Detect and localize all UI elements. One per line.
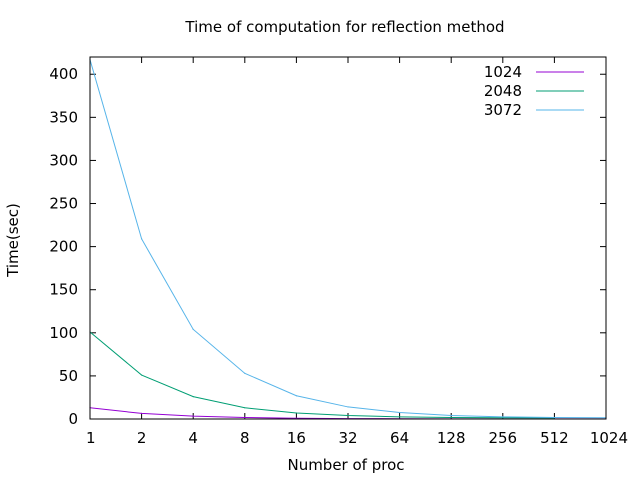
data-point-3072	[295, 395, 297, 397]
x-tick-label: 1024	[590, 429, 628, 447]
x-axis-title: Number of proc	[287, 456, 404, 474]
data-point-2048	[450, 416, 452, 419]
x-tick-label: 256	[488, 429, 517, 447]
y-tick-label: 150	[49, 281, 78, 299]
data-point-3072	[553, 416, 556, 419]
data-point-2048	[244, 407, 246, 409]
y-tick-label: 350	[49, 108, 78, 126]
y-tick-label: 200	[49, 238, 78, 256]
series-line-2048	[89, 331, 555, 419]
data-point-3072	[347, 406, 349, 408]
y-axis-title: Time(sec)	[4, 203, 22, 278]
x-tick-label: 128	[437, 429, 466, 447]
y-tick-label: 100	[49, 324, 78, 342]
x-tick-label: 1	[86, 429, 96, 447]
data-point-2048	[141, 374, 143, 376]
y-tick-label: 400	[49, 65, 78, 83]
y-tick-label: 250	[49, 195, 78, 213]
data-point-2048	[192, 395, 194, 398]
x-tick-label: 2	[137, 429, 147, 447]
series-line-3072	[89, 59, 607, 419]
data-point-2048	[502, 417, 504, 419]
data-point-2048	[295, 412, 297, 414]
data-point-3072	[502, 416, 504, 418]
data-point-2048	[399, 416, 401, 418]
series-2048	[89, 331, 556, 419]
x-tick-label: 32	[338, 429, 357, 447]
legend-entry-2048: 2048	[484, 82, 584, 100]
data-point-1024	[192, 415, 194, 417]
x-tick-label: 8	[240, 429, 250, 447]
data-point-3072	[244, 372, 246, 374]
data-point-3072	[192, 328, 194, 330]
plot-area-border	[89, 56, 607, 420]
data-point-3072	[399, 411, 401, 414]
y-tick-label: 0	[68, 410, 78, 428]
axis-ticks: 0 50 100 150 200 250 300 350 400 1 2 4 8 16 32 64 128 256…	[49, 57, 628, 447]
data-point-3072	[450, 414, 452, 417]
x-tick-label: 64	[390, 429, 409, 447]
x-tick-label: 16	[287, 429, 306, 447]
data-point-3072	[141, 238, 143, 240]
y-tick-label: 300	[49, 151, 78, 169]
legend-label: 3072	[484, 101, 522, 119]
legend-label: 2048	[484, 82, 522, 100]
data-point-2048	[347, 414, 349, 417]
legend-label: 1024	[484, 63, 522, 81]
series-3072	[89, 58, 607, 419]
chart-title: Time of computation for reflection metho…	[184, 18, 504, 36]
data-point-1024	[244, 416, 246, 419]
legend-entry-1024: 1024	[484, 63, 584, 81]
x-tick-label: 512	[540, 429, 569, 447]
x-tick-label: 4	[188, 429, 198, 447]
legend-entry-3072: 3072	[484, 101, 584, 119]
y-tick-label: 50	[59, 367, 78, 385]
series-layer	[89, 58, 607, 420]
data-point-1024	[141, 412, 143, 414]
